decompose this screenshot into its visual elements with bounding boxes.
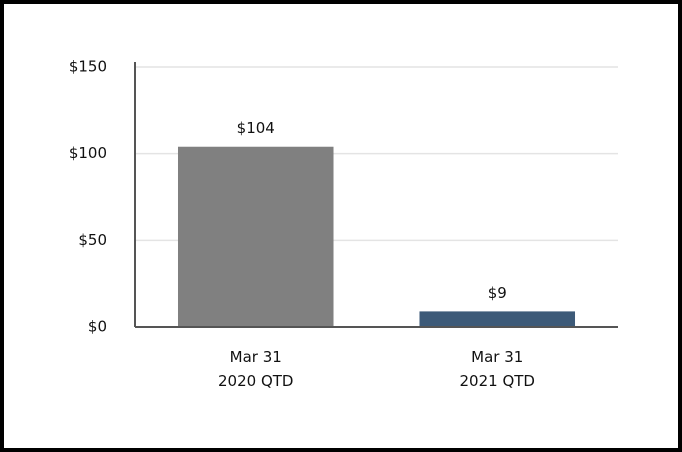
y-tick-label: $50 — [78, 231, 107, 249]
x-tick-label-line: 2020 QTD — [218, 372, 293, 390]
x-tick-label-line: Mar 31 — [230, 348, 282, 366]
x-tick-label: Mar 31 2020 QTD — [218, 348, 293, 390]
data-label: $9 — [488, 284, 507, 302]
bar — [419, 311, 576, 327]
y-tick-label: $0 — [88, 318, 107, 336]
bar — [177, 146, 334, 327]
x-tick-label-line: 2021 QTD — [460, 372, 535, 390]
y-tick-label: $100 — [69, 144, 107, 162]
y-tick-label: $150 — [69, 58, 107, 76]
x-tick-label: Mar 31 2021 QTD — [460, 348, 535, 390]
x-tick-label-line: Mar 31 — [471, 348, 523, 366]
data-label: $104 — [237, 119, 275, 137]
